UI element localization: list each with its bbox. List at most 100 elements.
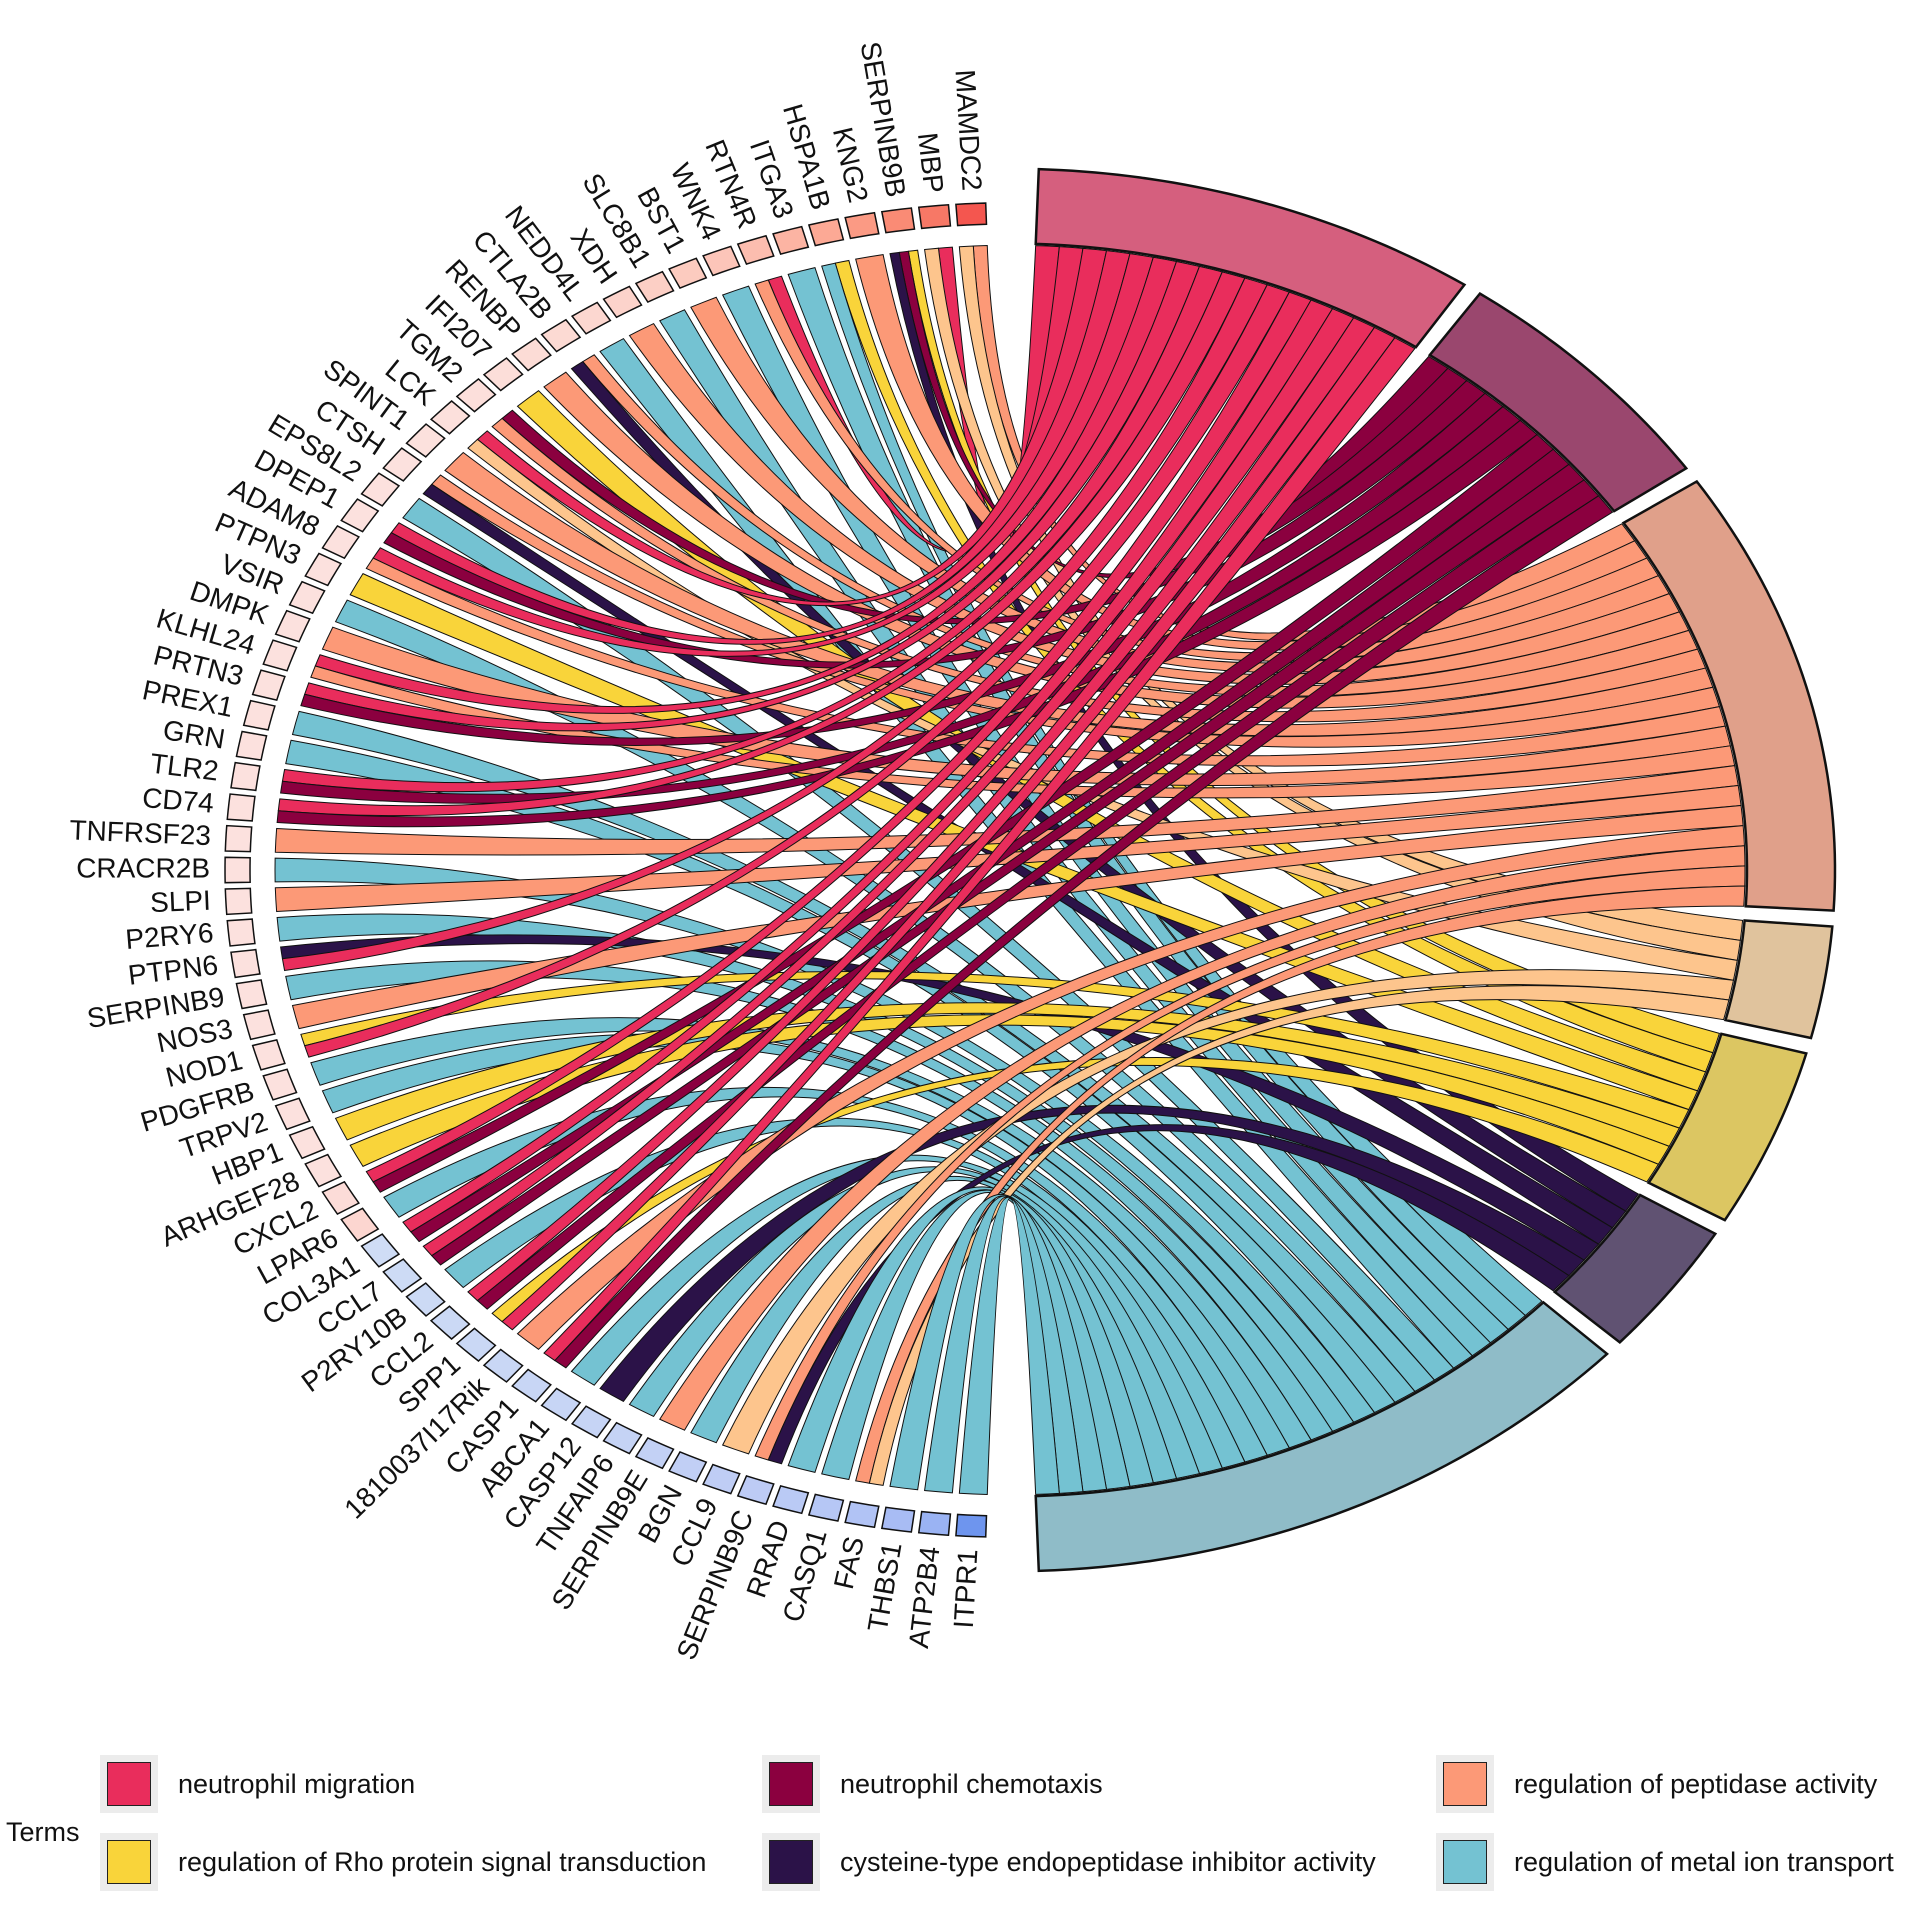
gene-block — [382, 1258, 423, 1293]
gene-block — [235, 730, 268, 761]
legend-label: regulation of peptidase activity — [1514, 1768, 1878, 1799]
chord-ribbon — [304, 260, 1201, 732]
chord-ribbon — [281, 265, 1223, 793]
chord-ribbon — [277, 271, 1246, 817]
legend-title: Terms — [6, 1817, 80, 1847]
gene-block — [262, 639, 298, 672]
term-sector — [1552, 1193, 1718, 1344]
gene-block — [634, 1436, 675, 1470]
gene-block — [917, 1510, 952, 1537]
gene-block — [429, 400, 471, 435]
chord-ribbon — [501, 367, 1468, 625]
legend-item: regulation of metal ion transport — [1436, 1833, 1894, 1891]
gene-block — [772, 225, 810, 256]
legend-key — [1436, 1833, 1494, 1891]
term-sector — [1427, 291, 1689, 513]
gene-block — [321, 524, 360, 560]
gene-block — [274, 609, 311, 643]
gene-block — [844, 211, 880, 240]
gene-block — [540, 318, 582, 353]
gene-block — [880, 207, 916, 234]
gene-block — [251, 1039, 286, 1071]
chord-ribbon — [659, 845, 1746, 1431]
chord-ribbon — [281, 277, 1268, 972]
legend-label: neutrophil migration — [178, 1768, 416, 1799]
chord-ribbon — [855, 885, 1746, 1484]
legend-label: regulation of Rho protein signal transdu… — [178, 1846, 707, 1877]
chord-ribbon — [422, 307, 1355, 1257]
gene-label: SLPI — [150, 885, 212, 918]
gene-block — [360, 472, 401, 507]
chord-ribbon — [390, 250, 1131, 645]
gene-label: THBS1 — [862, 1540, 908, 1634]
gene-block — [511, 1368, 552, 1403]
gene-label: P2RY6 — [124, 917, 214, 955]
gene-block — [230, 948, 261, 979]
gene-block — [955, 1513, 988, 1538]
legend-key — [762, 1755, 820, 1813]
gene-block — [274, 1097, 311, 1131]
gene-block — [772, 1484, 810, 1515]
gene-block — [880, 1506, 916, 1533]
chord-ribbon — [754, 865, 1746, 1461]
chord-ribbon — [958, 1197, 1060, 1495]
gene-block — [405, 423, 446, 458]
legend-swatch — [769, 1840, 813, 1884]
gene-label: CD74 — [141, 782, 215, 819]
chord-ribbon — [365, 557, 1726, 767]
chord-ribbon — [402, 299, 1334, 1233]
chord-ribbon — [690, 1176, 1178, 1484]
chord-ribbon — [924, 1195, 1084, 1494]
gene-block — [288, 1125, 326, 1160]
term-sectors — [1034, 167, 1837, 1573]
legend-key — [1436, 1755, 1494, 1813]
gene-block — [288, 580, 326, 615]
gene-block — [224, 856, 251, 884]
chord-ribbons — [274, 245, 1746, 1495]
chord-ribbon — [304, 284, 1290, 1058]
legend-key — [100, 1833, 158, 1891]
chord-ribbon — [767, 246, 1084, 554]
chord-diagram: MAMDC2MBPSERPINB9BKNG2HSPA1BITGA3RTN4RWN… — [69, 39, 1837, 1664]
chord-ribbon — [365, 291, 1312, 1183]
term-sector — [1621, 479, 1837, 912]
gene-block — [702, 1463, 741, 1495]
legend-key — [762, 1833, 820, 1891]
gene-block — [917, 203, 952, 230]
chord-ribbon — [889, 1193, 1108, 1493]
chord-ribbon — [372, 433, 1555, 1193]
gene-block — [702, 245, 741, 277]
gene-block — [405, 1282, 446, 1317]
chord-ribbon — [491, 417, 1707, 723]
gene-label: FAS — [828, 1534, 870, 1593]
gene-block — [570, 301, 612, 335]
gene-block — [482, 1348, 524, 1383]
gene-label: ATP2B4 — [903, 1545, 945, 1650]
legend-swatch — [1443, 1840, 1487, 1884]
chord-ribbon — [321, 626, 1731, 786]
gene-block — [602, 1421, 643, 1455]
legend: Terms neutrophil migration neutrophil che… — [0, 1755, 1920, 1915]
gene-block — [736, 1475, 775, 1506]
gene-block — [226, 793, 256, 822]
chord-ribbon — [285, 960, 1334, 1441]
legend-swatch — [107, 1762, 151, 1806]
chord-ribbon — [383, 1086, 1268, 1463]
chord-ribbon — [372, 253, 1154, 657]
gene-block — [340, 498, 380, 533]
gene-block — [304, 552, 343, 587]
chord-ribbon — [280, 405, 1522, 804]
gene-block — [360, 1233, 401, 1268]
gene-block — [634, 270, 675, 304]
gene-block — [844, 1500, 880, 1529]
gene-block — [262, 1068, 298, 1101]
chord-ribbon — [787, 1186, 1154, 1487]
legend-item: regulation of Rho protein signal transdu… — [100, 1833, 706, 1891]
gene-label: ITPR1 — [948, 1548, 984, 1629]
gene-block — [668, 257, 708, 290]
gene-block — [955, 202, 988, 227]
chord-ribbon — [410, 448, 1570, 1243]
gene-block — [540, 1387, 582, 1422]
gene-block — [382, 447, 423, 482]
legend-key — [100, 1755, 158, 1813]
